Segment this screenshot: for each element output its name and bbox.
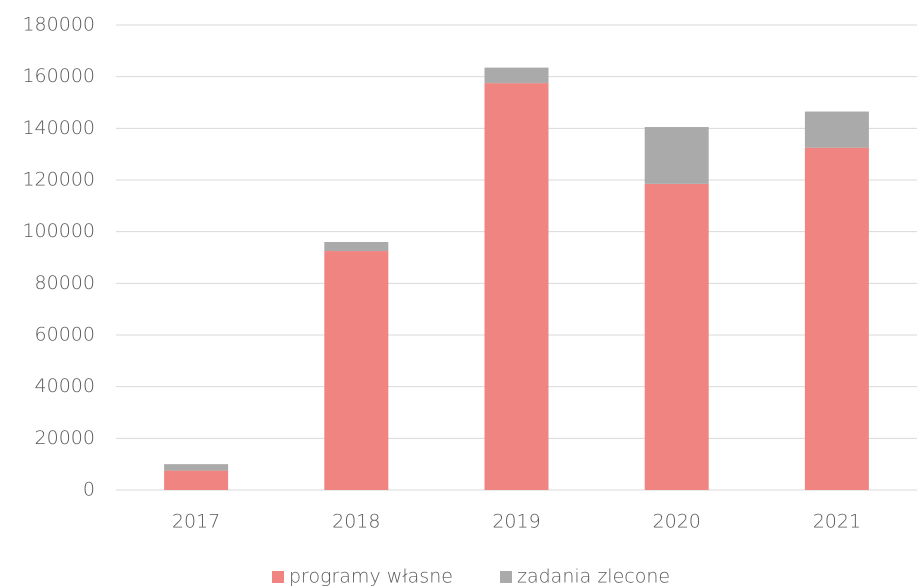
legend-swatch bbox=[272, 571, 284, 583]
bar-segment bbox=[324, 251, 389, 490]
bar-segment bbox=[804, 111, 869, 148]
bar-segment bbox=[804, 147, 869, 491]
bar-segment bbox=[644, 127, 709, 184]
bar-segment bbox=[164, 464, 229, 471]
bar-segment bbox=[164, 470, 229, 490]
y-tick-label: 60000 bbox=[35, 324, 95, 346]
y-tick-label: 120000 bbox=[22, 169, 95, 191]
y-tick-label: 140000 bbox=[22, 117, 95, 139]
legend-swatch bbox=[500, 571, 512, 583]
y-tick-label: 20000 bbox=[35, 427, 95, 449]
y-tick-label: 80000 bbox=[35, 272, 95, 294]
bar-segment bbox=[324, 242, 389, 252]
legend-label: programy własne bbox=[289, 566, 453, 586]
bar-segment bbox=[644, 183, 709, 490]
y-tick-label: 160000 bbox=[22, 65, 95, 87]
y-tick-label: 40000 bbox=[35, 375, 95, 397]
y-tick-label: 180000 bbox=[22, 14, 95, 36]
x-tick-label: 2021 bbox=[813, 511, 861, 533]
y-tick-label: 0 bbox=[83, 479, 95, 501]
y-tick-label: 100000 bbox=[22, 220, 95, 242]
x-tick-label: 2019 bbox=[492, 511, 540, 533]
bar-segment bbox=[484, 83, 549, 490]
legend-label: zadania zlecone bbox=[517, 566, 670, 586]
x-tick-label: 2017 bbox=[172, 511, 220, 533]
bar-segment bbox=[484, 67, 549, 84]
x-tick-label: 2018 bbox=[332, 511, 380, 533]
x-tick-label: 2020 bbox=[653, 511, 701, 533]
